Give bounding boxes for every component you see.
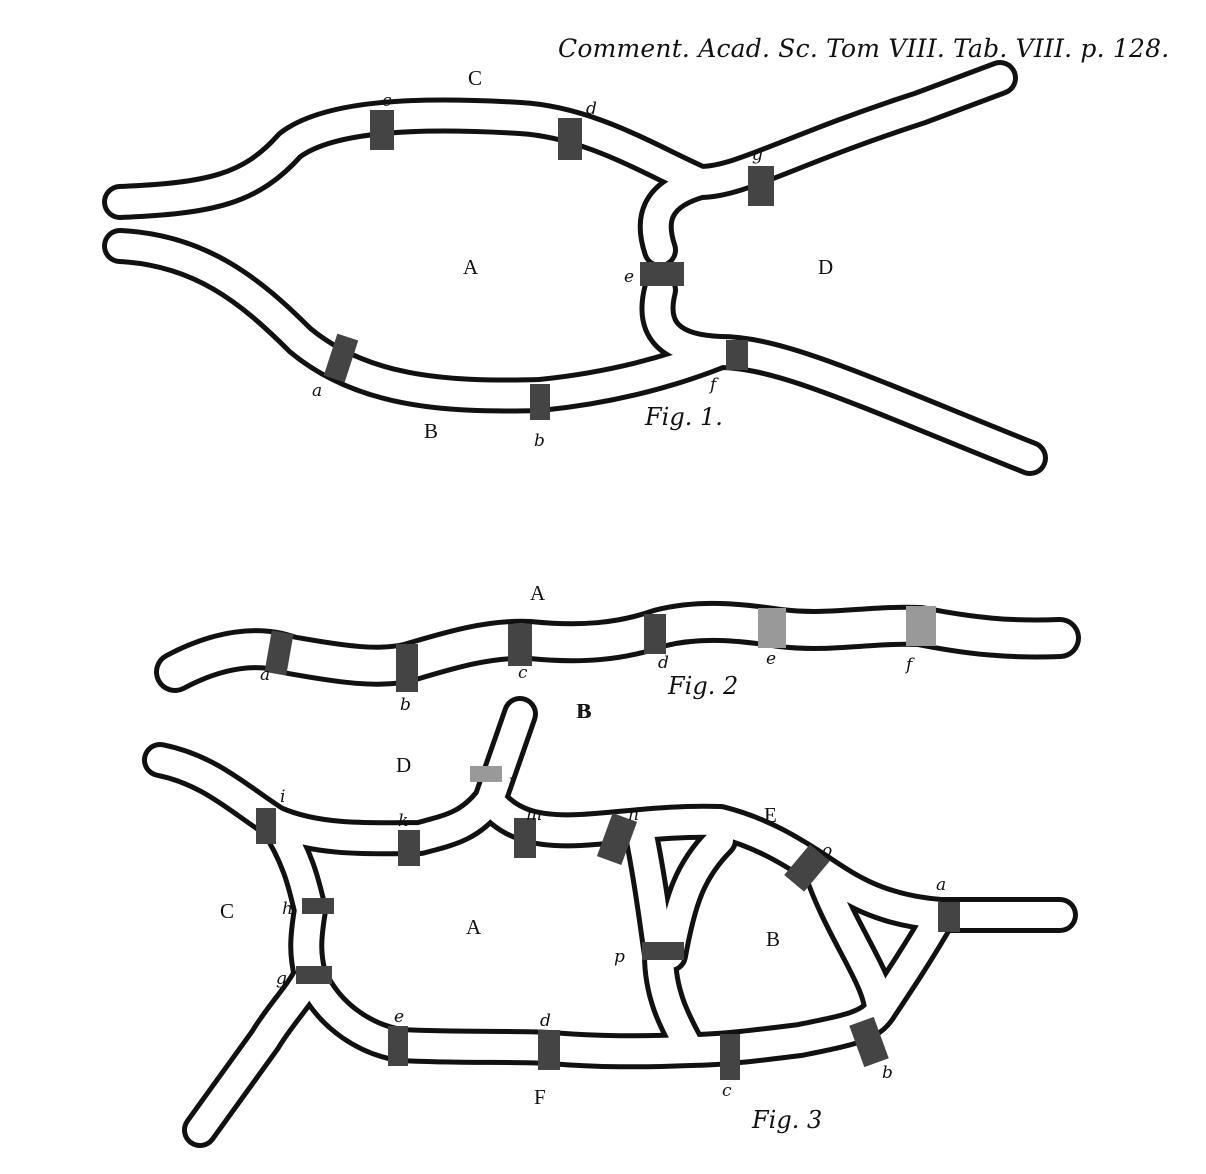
fig1-region-a: A xyxy=(463,255,479,279)
bridge-p xyxy=(642,942,684,960)
bridge-f xyxy=(726,340,748,370)
bridge-f xyxy=(906,606,936,646)
fig2-caption: Fig. 2 xyxy=(667,672,738,700)
fig2-bridge-f: f xyxy=(904,655,915,675)
fig1-region-d: D xyxy=(818,255,833,279)
bridge-k xyxy=(398,830,420,866)
bridge-l xyxy=(470,766,502,782)
bridge-e xyxy=(758,608,786,648)
fig1-bridge-f: f xyxy=(708,375,719,395)
plate-header: Comment. Acad. Sc. Tom VIII. Tab. VIII. … xyxy=(558,34,1170,63)
fig3-bridge-b: b xyxy=(882,1063,893,1083)
fig1-caption: Fig. 1. xyxy=(644,403,723,431)
figure-1: A B C D a b c d e f g Fig. 1. xyxy=(102,60,1048,476)
bridge-g xyxy=(296,966,332,984)
bridge-i xyxy=(256,808,276,844)
bridge-c xyxy=(508,624,532,666)
bridge-a xyxy=(264,630,294,676)
fig3-bridge-a: a xyxy=(936,875,946,895)
fig1-bridge-e: e xyxy=(624,267,634,287)
bridge-b xyxy=(396,644,418,692)
bridge-a xyxy=(323,333,359,383)
fig2-bridge-e: e xyxy=(766,649,776,669)
fig1-bridge-c: c xyxy=(382,91,392,111)
fig2-region-b: B xyxy=(578,699,592,723)
fig3-bridge-e: e xyxy=(394,1007,404,1027)
bridge-d xyxy=(644,614,666,654)
fig1-bridge-b: b xyxy=(534,431,545,451)
fig1-region-c: C xyxy=(468,66,482,90)
fig3-bridge-g: g xyxy=(276,969,287,989)
fig2-bridge-a: a xyxy=(260,665,270,685)
fig2-bridge-b: b xyxy=(400,695,411,715)
fig1-region-b: B xyxy=(424,419,438,443)
fig3-bridge-m: m xyxy=(526,805,542,825)
bridge-n xyxy=(596,812,638,866)
bridge-d xyxy=(538,1030,560,1070)
bridge-c xyxy=(720,1034,740,1080)
fig3-bridge-n: n xyxy=(628,805,639,825)
fig3-region-d: D xyxy=(396,753,411,777)
fig3-region-b-top: B xyxy=(576,699,590,723)
figure-3: A B C D E F B a b c d e g h i k l m n o … xyxy=(142,696,1078,1148)
fig3-caption: Fig. 3 xyxy=(751,1106,822,1134)
bridge-b xyxy=(849,1016,889,1068)
fig3-bridge-d: d xyxy=(540,1011,551,1031)
fig1-bridge-a: a xyxy=(312,381,322,401)
bridge-e xyxy=(640,262,684,286)
bridge-d xyxy=(558,118,582,160)
fig3-bridge-o: o xyxy=(822,841,832,861)
bridge-m xyxy=(514,818,536,858)
fig2-bridge-c: c xyxy=(518,663,528,683)
bridge-h xyxy=(302,898,334,914)
fig3-region-f: F xyxy=(534,1085,546,1109)
fig2-region-a: A xyxy=(530,581,546,605)
fig3-bridge-p: p xyxy=(614,947,625,967)
fig3-bridge-c: c xyxy=(722,1081,732,1101)
bridge-e xyxy=(388,1026,408,1066)
fig3-bridge-i: i xyxy=(280,787,285,807)
bridge-g xyxy=(748,166,774,206)
fig3-region-c: C xyxy=(220,899,234,923)
figure-2: A B a b c d e f Fig. 2 xyxy=(154,581,1081,723)
fig3-region-e: E xyxy=(764,803,777,827)
fig1-bridge-d: d xyxy=(586,99,597,119)
fig3-bridge-l: l xyxy=(508,775,513,795)
fig3-region-a: A xyxy=(466,915,482,939)
fig3-bridge-h: h xyxy=(282,899,293,919)
bridge-b xyxy=(530,384,550,420)
bridge-o xyxy=(784,844,830,892)
fig3-region-b: B xyxy=(766,927,780,951)
fig1-bridge-g: g xyxy=(752,145,763,165)
bridge-c xyxy=(370,110,394,150)
fig3-bridge-k: k xyxy=(398,811,408,831)
bridge-a xyxy=(938,902,960,932)
fig2-bridge-d: d xyxy=(658,653,669,673)
